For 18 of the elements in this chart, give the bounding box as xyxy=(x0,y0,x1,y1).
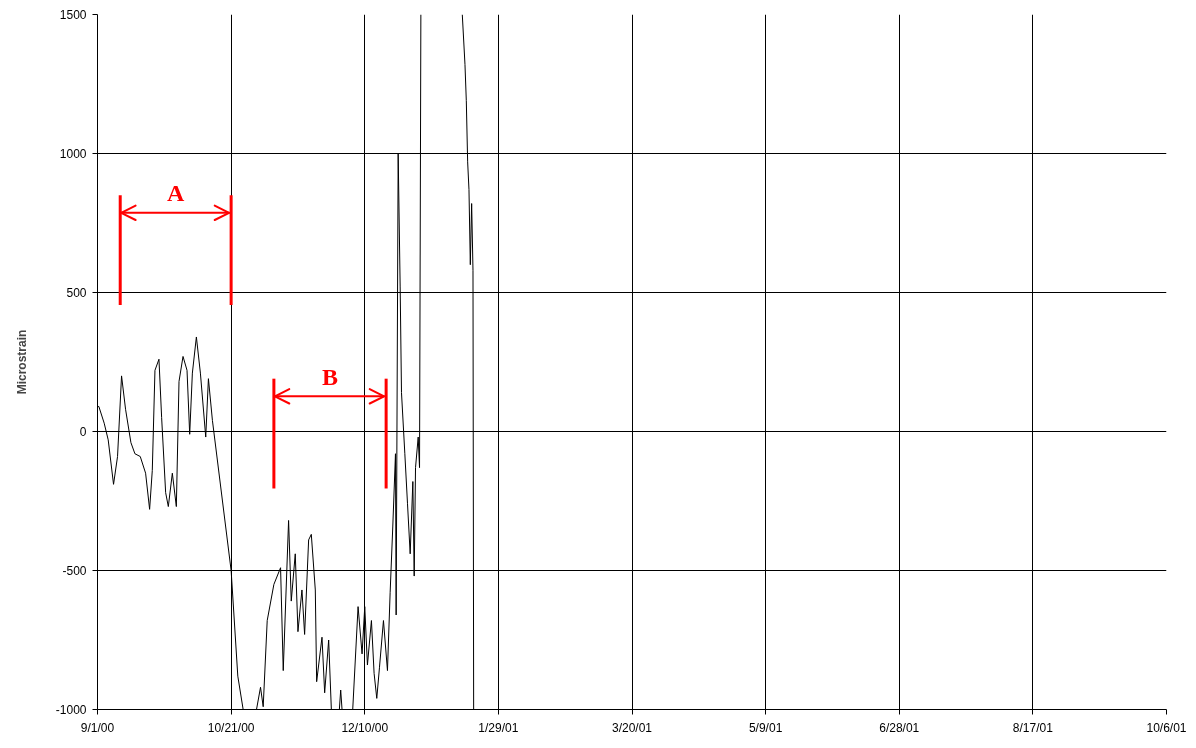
x-tick-label: 12/10/00 xyxy=(341,720,389,735)
x-tick-label: 6/28/01 xyxy=(879,720,920,735)
x-tick-label: 1/29/01 xyxy=(478,720,519,735)
y-tick-label: 1500 xyxy=(59,8,87,22)
annotation: B xyxy=(322,363,339,390)
x-tick-label: 9/1/00 xyxy=(80,720,115,735)
y-tick-label: 1000 xyxy=(59,147,87,161)
y-tick-label: -500 xyxy=(62,564,87,578)
y-tick-label: 500 xyxy=(66,286,87,300)
y-tick-label: 0 xyxy=(79,425,87,439)
x-tick-label: 5/9/01 xyxy=(748,720,783,735)
x-tick-label: 10/6/01 xyxy=(1146,720,1187,735)
y-tick-label: -1000 xyxy=(55,703,87,717)
annotation: A xyxy=(167,180,185,207)
y-axis-title: Microstrain xyxy=(14,329,29,395)
x-tick-label: 10/21/00 xyxy=(207,720,255,735)
x-tick-label: 3/20/01 xyxy=(611,720,653,735)
x-tick-label: 8/17/01 xyxy=(1012,720,1054,735)
